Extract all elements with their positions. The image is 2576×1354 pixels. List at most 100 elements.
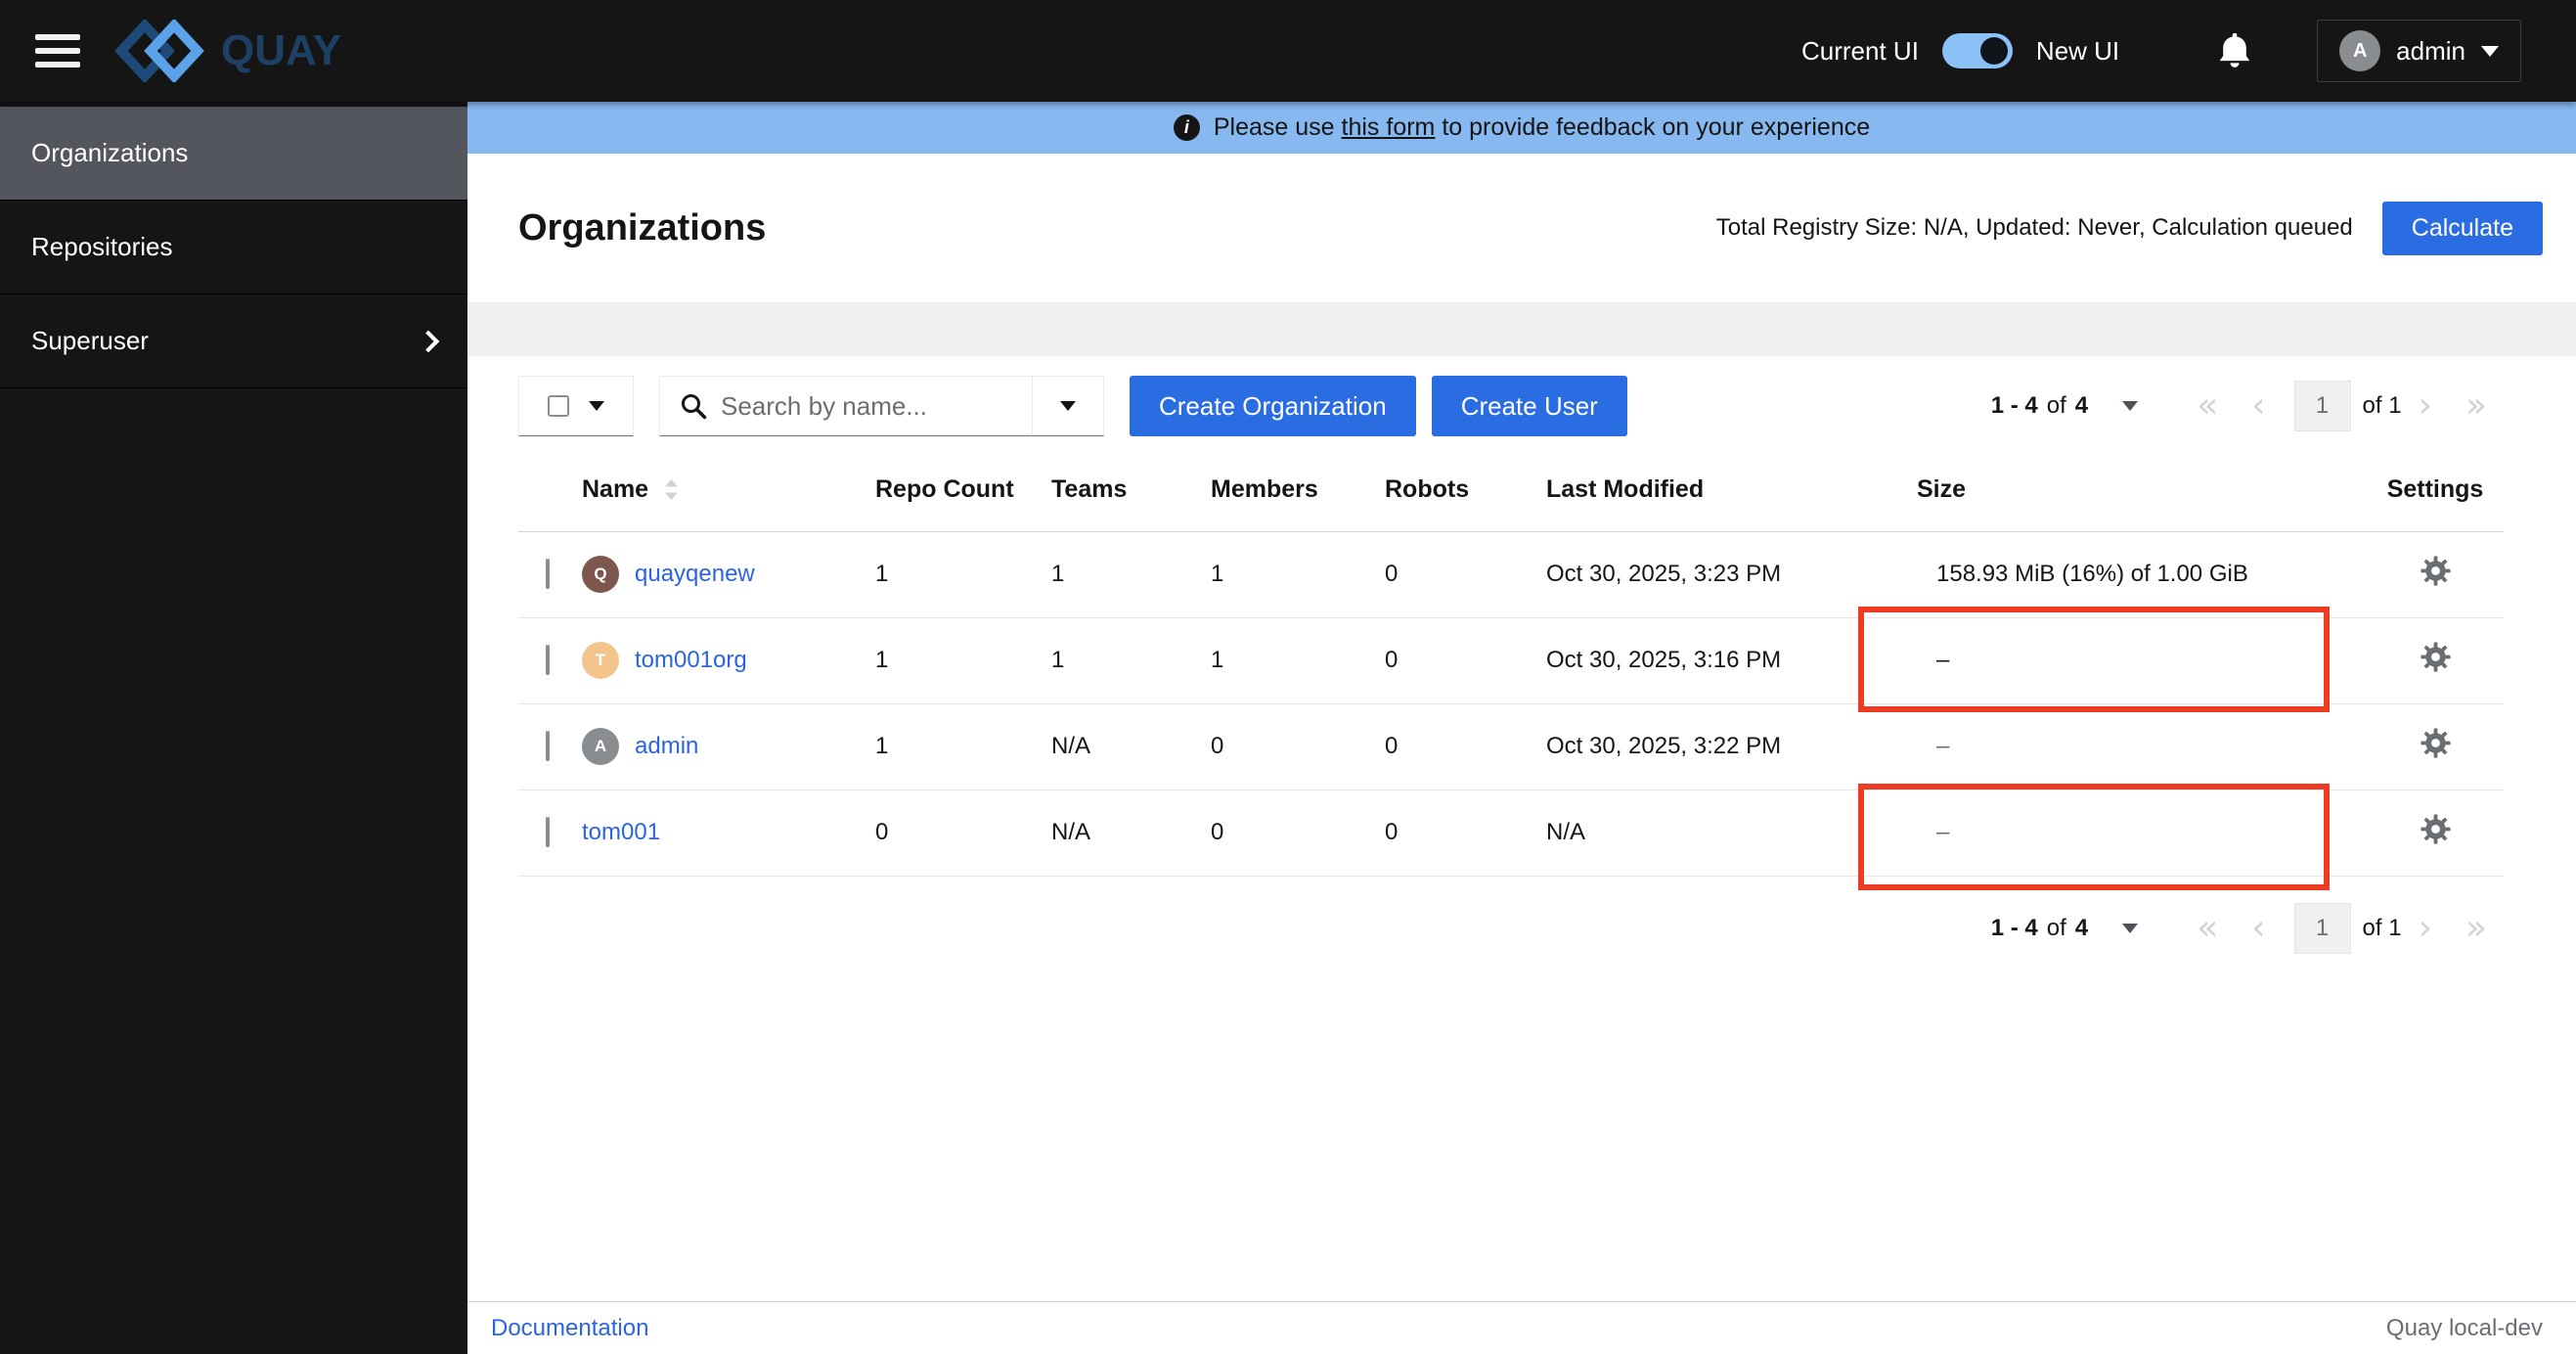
table-header-row: Name Repo Count Teams Members Ro [518, 449, 2504, 532]
quay-logo[interactable]: QUAY [113, 20, 341, 82]
page-of-label: of 1 [2362, 914, 2402, 941]
toolbar: Create Organization Create User 1 - 4 of… [518, 376, 2504, 436]
per-page-menu[interactable]: 1 - 4 of 4 [1990, 914, 2139, 942]
feedback-form-link[interactable]: this form [1341, 113, 1436, 141]
last-page-button[interactable]: » [2465, 385, 2487, 426]
calculate-button[interactable]: Calculate [2381, 201, 2543, 255]
header-checkbox-spacer [518, 449, 582, 532]
row-checkbox[interactable] [546, 559, 550, 589]
last-modified-cell: Oct 30, 2025, 3:16 PM [1546, 617, 1917, 704]
organizations-table: Name Repo Count Teams Members Ro [518, 449, 2504, 890]
user-avatar: A [2339, 30, 2381, 71]
settings-gear-button[interactable] [2420, 641, 2452, 673]
pagination-bottom: 1 - 4 of 4 « ‹ of 1 › » [1990, 902, 2504, 954]
column-header-name[interactable]: Name [582, 449, 875, 532]
previous-page-button[interactable]: ‹ [2251, 907, 2266, 948]
previous-page-button[interactable]: ‹ [2251, 385, 2266, 426]
column-header-members: Members [1211, 449, 1385, 532]
info-icon: i [1173, 114, 1200, 141]
chevron-right-icon [417, 330, 440, 352]
pagination-of: of [2046, 392, 2066, 419]
sidebar: Organizations Repositories Superuser [0, 102, 467, 1354]
table-row: tom001 0 N/A 0 0 N/A – [518, 790, 2504, 877]
caret-down-icon [1060, 401, 1076, 411]
quay-diamonds-icon [114, 20, 204, 82]
last-page-button[interactable]: » [2465, 907, 2487, 948]
org-name-link[interactable]: quayqenew [635, 561, 755, 587]
row-checkbox[interactable] [546, 731, 550, 761]
gear-icon [2420, 642, 2451, 672]
column-header-settings: Settings [2367, 449, 2504, 532]
repo-count-cell: 1 [875, 703, 1051, 790]
sidebar-item-superuser[interactable]: Superuser [0, 294, 467, 388]
teams-cell: 1 [1051, 617, 1211, 704]
org-name-link[interactable]: admin [635, 733, 699, 759]
pagination-range: 1 - 4 [1990, 914, 2038, 941]
select-all-checkbox[interactable] [548, 395, 569, 417]
feedback-banner: i Please use this form to provide feedba… [467, 102, 2576, 154]
last-modified-cell: Oct 30, 2025, 3:23 PM [1546, 531, 1917, 618]
organizations-panel: Create Organization Create User 1 - 4 of… [467, 356, 2576, 1354]
org-avatar: Q [582, 556, 619, 593]
gear-icon [2420, 556, 2451, 586]
members-cell: 1 [1211, 617, 1385, 704]
user-name: admin [2396, 35, 2465, 66]
pagination-total: 4 [2074, 392, 2089, 419]
org-name-link[interactable]: tom001 [582, 819, 661, 845]
user-menu[interactable]: A admin [2317, 20, 2521, 82]
next-page-button[interactable]: › [2418, 907, 2432, 948]
current-page-input[interactable] [2293, 902, 2351, 954]
gear-icon [2420, 728, 2451, 758]
next-page-button[interactable]: › [2418, 385, 2432, 426]
settings-gear-button[interactable] [2420, 727, 2452, 759]
ui-toggle[interactable] [1941, 33, 2013, 68]
per-page-menu[interactable]: 1 - 4 of 4 [1991, 392, 2139, 420]
members-cell: 1 [1211, 531, 1385, 618]
settings-gear-button[interactable] [2420, 813, 2452, 845]
teams-cell: N/A [1051, 790, 1211, 877]
hamburger-menu-icon[interactable] [35, 34, 80, 68]
divider [1032, 377, 1033, 435]
table-row: T tom001org 1 1 1 0 Oct 30, 2025, 3:16 P… [518, 617, 2504, 704]
ui-switch-group: Current UI New UI [1801, 33, 2119, 68]
current-page-input[interactable] [2293, 381, 2351, 431]
sidebar-item-label: Repositories [31, 232, 173, 261]
bulk-select-dropdown[interactable] [518, 376, 634, 436]
page-of-label: of 1 [2362, 392, 2402, 419]
main-area: i Please use this form to provide feedba… [467, 102, 2576, 1354]
teams-cell: 1 [1051, 531, 1211, 618]
first-page-button[interactable]: « [2197, 907, 2219, 948]
org-avatar: T [582, 642, 619, 679]
search-input[interactable] [721, 390, 1032, 422]
caret-down-icon [2481, 45, 2499, 57]
column-header-robots: Robots [1385, 449, 1546, 532]
teams-cell: N/A [1051, 703, 1211, 790]
notifications-button[interactable] [2217, 30, 2252, 71]
row-checkbox[interactable] [546, 817, 550, 847]
members-cell: 0 [1211, 703, 1385, 790]
toggle-knob [1979, 37, 2008, 65]
column-header-teams: Teams [1051, 449, 1211, 532]
table-row: Q quayqenew 1 1 1 0 Oct 30, 2025, 3:23 P… [518, 531, 2504, 618]
size-cell: – [1917, 703, 2367, 790]
create-user-button[interactable]: Create User [1431, 376, 1627, 436]
footer: Documentation Quay local-dev [467, 1301, 2576, 1354]
last-modified-cell: Oct 30, 2025, 3:22 PM [1546, 703, 1917, 790]
column-header-repo-count: Repo Count [875, 449, 1051, 532]
settings-gear-button[interactable] [2420, 555, 2452, 587]
sidebar-item-repositories[interactable]: Repositories [0, 201, 467, 294]
robots-cell: 0 [1385, 790, 1546, 877]
first-page-button[interactable]: « [2197, 385, 2219, 426]
sidebar-item-organizations[interactable]: Organizations [0, 107, 467, 201]
robots-cell: 0 [1385, 703, 1546, 790]
documentation-link[interactable]: Documentation [491, 1314, 649, 1341]
row-checkbox[interactable] [546, 645, 550, 675]
search-filter-dropdown[interactable] [1033, 401, 1103, 411]
sidebar-item-label: Organizations [31, 138, 189, 167]
org-name-link[interactable]: tom001org [635, 647, 747, 673]
sidebar-item-label: Superuser [31, 326, 149, 355]
version-label: Quay local-dev [2385, 1314, 2543, 1341]
create-organization-button[interactable]: Create Organization [1130, 376, 1416, 436]
new-ui-label: New UI [2035, 35, 2120, 66]
